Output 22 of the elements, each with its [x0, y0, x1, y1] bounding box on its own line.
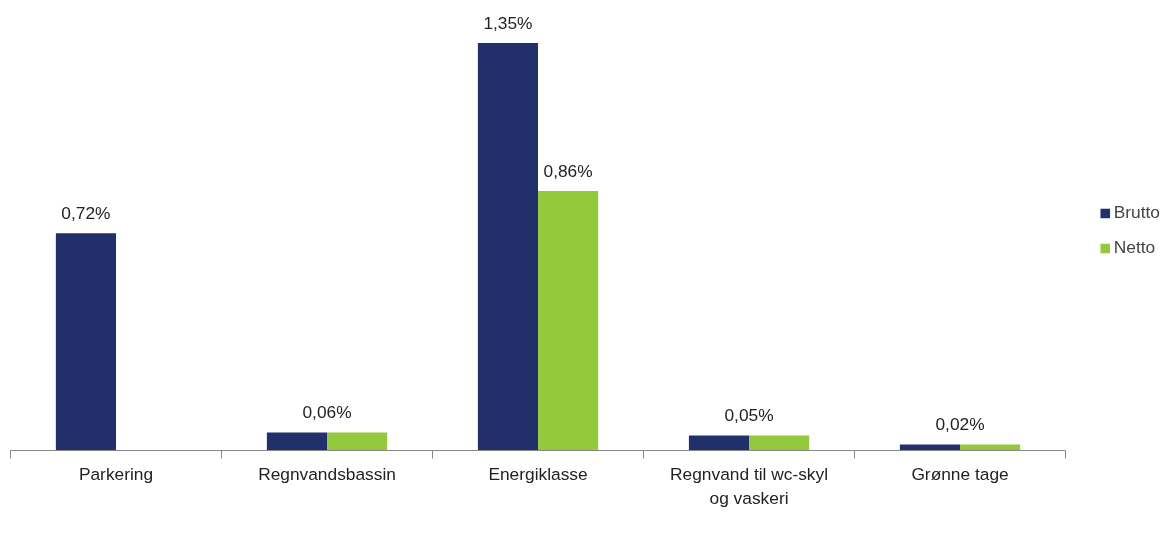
bar [538, 190, 599, 451]
legend-label: Netto [1113, 237, 1156, 258]
x-tick-label: Parkering [78, 463, 154, 484]
bar [899, 444, 961, 451]
bar [960, 444, 1021, 451]
x-tick-label: Energiklasse [488, 463, 588, 484]
bar [688, 435, 750, 451]
data-label: 0,86% [543, 160, 593, 181]
data-label: 1,35% [483, 13, 533, 34]
data-label: 0,72% [61, 203, 111, 224]
x-tick-label: Regnvand til wc-skyl og vaskeri [670, 463, 828, 508]
bar [749, 435, 810, 451]
data-label: 0,05% [724, 405, 774, 426]
x-tick-label: Grønne tage [911, 463, 1009, 484]
data-label: 0,06% [302, 402, 352, 423]
data-label: 0,02% [935, 414, 985, 435]
x-tick-label: Regnvandsbassin [258, 463, 396, 484]
bar [477, 43, 539, 451]
legend-label: Brutto [1113, 202, 1160, 223]
bar [266, 432, 328, 451]
bar [327, 432, 388, 451]
bar [55, 233, 116, 451]
